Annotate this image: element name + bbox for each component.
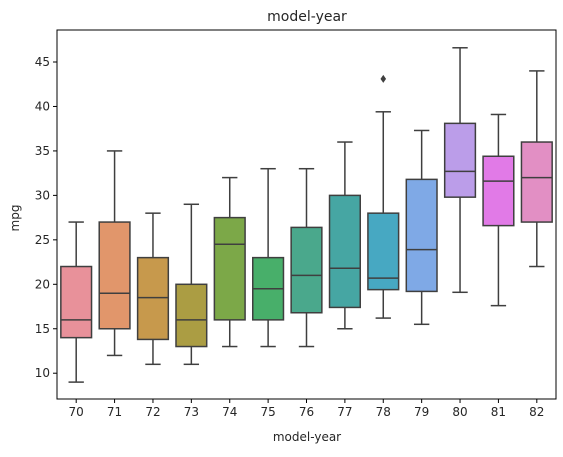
box-79 bbox=[405, 129, 438, 326]
iqr-box bbox=[405, 178, 438, 293]
x-tick-label: 71 bbox=[107, 405, 122, 419]
y-tick-label: 45 bbox=[35, 55, 50, 69]
x-tick-label: 78 bbox=[376, 405, 391, 419]
x-tick-label: 80 bbox=[452, 405, 467, 419]
box-74 bbox=[213, 176, 246, 348]
box-82 bbox=[520, 70, 553, 268]
iqr-box bbox=[290, 226, 323, 314]
iqr-box bbox=[175, 283, 208, 348]
y-tick-label: 10 bbox=[35, 366, 50, 380]
x-tick-label: 73 bbox=[184, 405, 199, 419]
iqr-box bbox=[60, 265, 93, 339]
box-75 bbox=[252, 167, 285, 348]
box-71 bbox=[98, 150, 131, 357]
y-tick-label: 15 bbox=[35, 322, 50, 336]
iqr-box bbox=[482, 155, 515, 227]
iqr-box bbox=[213, 216, 246, 321]
x-tick-label: 72 bbox=[145, 405, 160, 419]
iqr-box bbox=[520, 141, 553, 223]
x-tick-label: 79 bbox=[414, 405, 429, 419]
box-73 bbox=[175, 203, 208, 366]
x-tick-label: 70 bbox=[69, 405, 84, 419]
x-tick-label: 76 bbox=[299, 405, 314, 419]
x-tick-label: 77 bbox=[337, 405, 352, 419]
iqr-box bbox=[98, 221, 131, 330]
x-axis-label: model-year bbox=[273, 430, 341, 444]
outlier-point bbox=[380, 74, 387, 83]
iqr-box bbox=[367, 212, 400, 291]
iqr-box bbox=[328, 194, 361, 309]
x-tick-label: 81 bbox=[491, 405, 506, 419]
x-tick-label: 75 bbox=[260, 405, 275, 419]
iqr-box bbox=[136, 256, 170, 341]
box-76 bbox=[290, 167, 323, 348]
plot-area bbox=[60, 47, 553, 383]
box-81 bbox=[482, 113, 515, 307]
box-72 bbox=[136, 212, 170, 366]
x-tick-label: 82 bbox=[529, 405, 544, 419]
chart-title: model-year bbox=[267, 9, 347, 25]
y-tick-label: 30 bbox=[35, 188, 50, 202]
y-tick-label: 35 bbox=[35, 144, 50, 158]
box-78 bbox=[367, 74, 400, 319]
y-axis-label: mpg bbox=[8, 205, 22, 232]
y-tick-label: 20 bbox=[35, 277, 50, 291]
iqr-box bbox=[443, 122, 477, 198]
y-tick-label: 40 bbox=[35, 99, 50, 113]
y-tick-label: 25 bbox=[35, 233, 50, 247]
axes: 10 15 20 25 30 35 40 45 70 71 72 73 74 75 76 77 78 79 80 81… bbox=[35, 29, 557, 419]
box-80 bbox=[443, 47, 477, 294]
box-77 bbox=[328, 141, 361, 330]
box-70 bbox=[60, 221, 93, 383]
x-tick-label: 74 bbox=[222, 405, 237, 419]
